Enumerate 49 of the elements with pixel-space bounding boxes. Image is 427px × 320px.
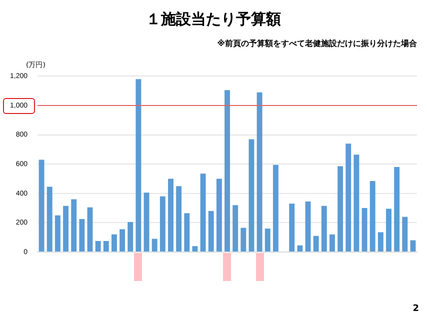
bar [313, 236, 319, 252]
bar [160, 196, 166, 252]
bar [176, 186, 182, 252]
bar [87, 207, 93, 252]
bar [144, 192, 150, 252]
bar [338, 166, 344, 252]
chart-title: １施設当たり予算額 [145, 10, 282, 29]
bar [248, 139, 254, 252]
bar [208, 210, 214, 252]
bar [95, 241, 101, 252]
bar [378, 232, 384, 252]
bar [128, 222, 134, 252]
bar [79, 219, 85, 252]
bar [184, 213, 190, 252]
bar [354, 154, 360, 252]
bar [111, 234, 117, 252]
bar [136, 79, 142, 252]
bar [264, 228, 270, 252]
bar [46, 186, 52, 252]
bar [386, 208, 392, 252]
bar [232, 205, 238, 252]
bar [152, 238, 158, 252]
bar [289, 204, 295, 252]
bar [410, 240, 416, 252]
bar [216, 178, 222, 252]
bar [370, 180, 376, 252]
bar [54, 215, 60, 252]
bar [346, 144, 352, 252]
bar [402, 216, 408, 252]
text: 2 [412, 304, 419, 314]
chart-subtitle: ※前頁の予算額をすべて老健施設だけに振り分けた場合 [217, 38, 417, 49]
bar [224, 90, 230, 252]
bar [63, 206, 68, 252]
bar [256, 92, 262, 252]
bar [272, 164, 278, 252]
bar [120, 229, 126, 252]
bar [168, 178, 174, 252]
bar [192, 246, 198, 252]
bar [394, 167, 400, 252]
bar [200, 174, 206, 252]
bar [362, 208, 368, 252]
bar [38, 160, 44, 252]
bar [71, 199, 77, 252]
bar [329, 234, 335, 252]
bar [305, 201, 311, 252]
bar [321, 206, 327, 252]
bar [297, 245, 303, 252]
bar [103, 241, 109, 252]
bar [240, 228, 246, 252]
